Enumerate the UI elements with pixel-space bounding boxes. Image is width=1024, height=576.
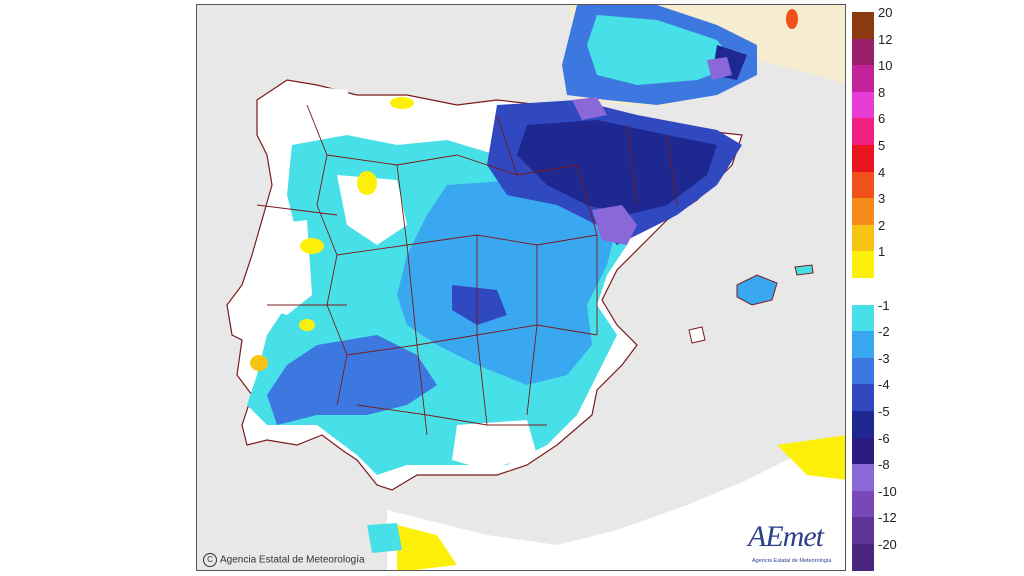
legend-swatch [852, 357, 874, 385]
legend-swatch [852, 490, 874, 518]
legend-label: -3 [878, 350, 890, 366]
mallorca [736, 274, 778, 306]
legend-swatch [852, 198, 874, 225]
legend-label: 5 [878, 138, 886, 153]
blue-south-west [267, 335, 437, 425]
navy-ebro [517, 120, 717, 215]
white-castilla [337, 175, 407, 245]
legend-swatch [852, 118, 874, 145]
aemet-logo: AEmet Agencia Estatal de Meteorología [748, 520, 840, 570]
legend-swatch [852, 224, 874, 252]
legend-label: -6 [878, 430, 890, 446]
yellow-patch-4 [299, 319, 315, 331]
legend-swatch [852, 437, 874, 465]
anomaly-map [196, 4, 846, 571]
legend-label: 2 [878, 217, 886, 233]
legend-swatch [852, 171, 874, 199]
legend-swatch [852, 12, 874, 39]
legend-swatch [852, 464, 874, 491]
legend-swatch [852, 65, 874, 92]
legend-label: 8 [878, 84, 886, 100]
map-svg [197, 5, 845, 570]
purple-navarra [572, 97, 607, 120]
anomaly-field [247, 5, 798, 475]
legend-swatch [852, 517, 874, 544]
yellow-patch-1 [300, 238, 324, 254]
copyright-notice: C Agencia Estatal de Meteorología [203, 553, 365, 567]
legend-label: -2 [878, 324, 890, 340]
deep-blue-center [452, 285, 507, 325]
legend-label: -12 [878, 510, 897, 526]
legend-label: 3 [878, 191, 886, 207]
orange-hotspot [786, 9, 798, 29]
legend-swatch [852, 411, 874, 438]
white-andalucia [452, 420, 537, 470]
copyright-icon: C [203, 553, 217, 567]
cyan-sea-north [587, 15, 737, 85]
africa-cyan [367, 523, 402, 553]
copyright-text: Agencia Estatal de Meteorología [220, 554, 365, 566]
legend-label: 6 [878, 111, 886, 127]
legend-swatch [852, 145, 874, 172]
province-borders [256, 104, 678, 436]
legend-label: -4 [878, 377, 890, 393]
legend-swatch [852, 384, 874, 411]
legend-swatch [852, 544, 874, 571]
logo-text: AEmet [748, 520, 824, 553]
menorca [794, 264, 814, 276]
legend-label: 1 [878, 244, 886, 260]
color-legend: 20 12 10 8 6 5 4 3 2 1 -1 -2 -3 -4 -5 -6 -8 -10 -12 -20 [852, 6, 912, 572]
africa-yellow-west [397, 525, 457, 570]
legend-swatch [852, 278, 874, 305]
logo-subtitle: Agencia Estatal de Meteorología [752, 558, 832, 564]
north-africa [387, 435, 845, 570]
legend-swatch [852, 91, 874, 119]
ibiza [688, 326, 706, 344]
legend-label: 10 [878, 58, 893, 74]
white-galicia [297, 85, 357, 135]
blue-region [397, 180, 617, 385]
africa-yellow-east [777, 435, 845, 480]
legend-swatch [852, 331, 874, 358]
legend-label: -8 [878, 457, 890, 473]
legend-label: -1 [878, 297, 890, 313]
legend-label: 12 [878, 31, 893, 47]
purple-teruel [592, 205, 637, 245]
legend-label: -20 [878, 537, 897, 552]
legend-swatch [852, 38, 874, 66]
yellow-patch-3 [250, 355, 268, 371]
yellow-patch-5 [390, 97, 414, 109]
legend-label: -10 [878, 483, 897, 499]
legend-label: -5 [878, 404, 890, 419]
yellow-patch-2 [357, 171, 377, 195]
legend-swatch [852, 251, 874, 278]
legend-label: 20 [878, 5, 893, 20]
legend-swatch [852, 304, 874, 332]
legend-label: 4 [878, 164, 886, 180]
purple-gulf [707, 57, 732, 80]
white-portugal [257, 220, 312, 315]
